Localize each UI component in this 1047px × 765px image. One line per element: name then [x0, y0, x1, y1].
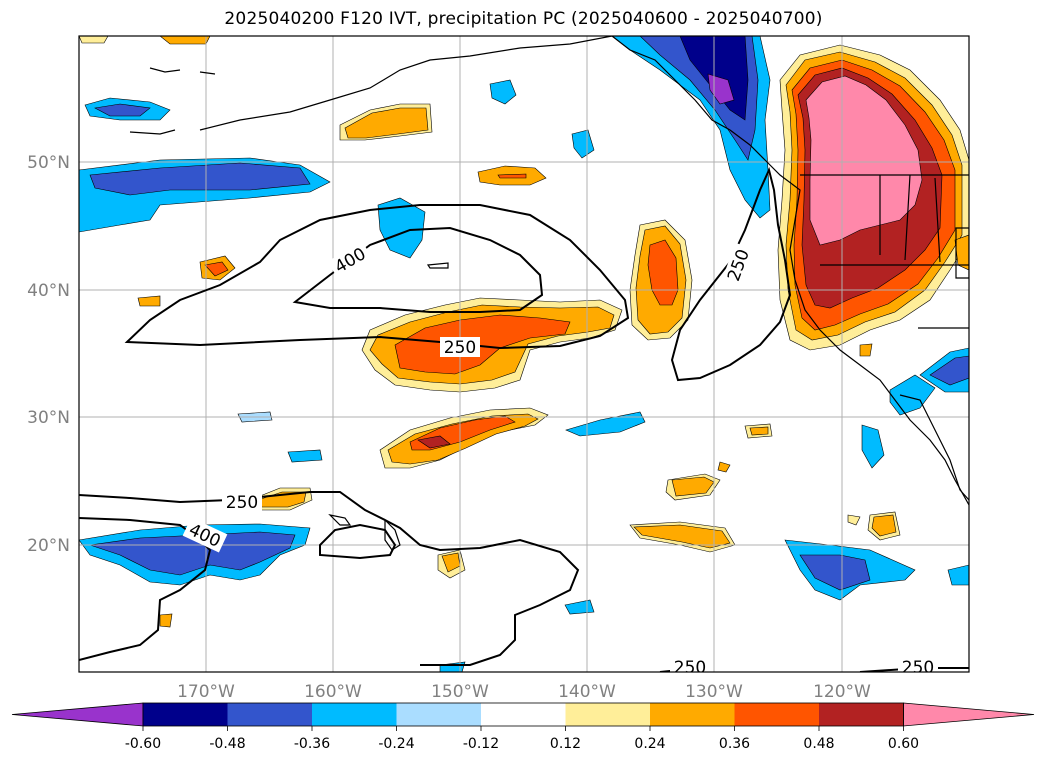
colorbar-tick-label: -0.24: [378, 736, 414, 752]
colorbar-tick-label: 0.12: [550, 736, 581, 752]
colorbar-segment: [734, 703, 820, 726]
map-area: 400 250 250 250 400 250 250: [79, 36, 969, 678]
colorbar-extend-high: [903, 702, 1035, 727]
lon-tick-labels: 170°W 160°W 150°W 140°W 130°W 120°W: [177, 682, 871, 702]
coastlines: [129, 36, 969, 551]
lat-tick-30n: 30°N: [27, 408, 70, 428]
lon-tick-140w: 140°W: [558, 682, 616, 702]
colorbar-segment: [481, 703, 566, 726]
colorbar-segment: [650, 703, 735, 726]
colorbar-segment: [819, 703, 904, 726]
colorbar-outline: [142, 702, 904, 727]
colorbar-extend-low: [11, 702, 144, 727]
colorbar-tick-label: -0.60: [125, 736, 161, 752]
colorbar-tick-label: 0.24: [634, 736, 665, 752]
lat-tick-50n: 50°N: [27, 153, 70, 173]
colorbar-tick-label: 0.60: [888, 736, 919, 752]
colorbar-tick-label: 0.48: [803, 736, 834, 752]
lon-tick-160w: 160°W: [304, 682, 362, 702]
lat-tick-labels: 50°N 40°N 30°N 20°N: [27, 153, 70, 556]
colorbar-segment: [143, 703, 228, 726]
contour-label-250-southwest: 250: [226, 493, 258, 513]
colorbar-tick-label: 0.36: [719, 736, 750, 752]
colorbar-tick-label: -0.36: [294, 736, 330, 752]
map-frame: [78, 35, 970, 673]
contour-label-250-south: 250: [674, 658, 706, 678]
colorbar: -0.60 -0.48 -0.36 -0.24 -0.12 0.12 0.24 0.36 0.4…: [11, 702, 1035, 752]
contour-label-250-southeast: 250: [902, 658, 934, 678]
lon-tick-150w: 150°W: [431, 682, 489, 702]
colorbar-segment: [227, 703, 313, 726]
negative-precip-fills: [79, 36, 969, 672]
map-title: 2025040200 F120 IVT, precipitation PC (2…: [224, 9, 823, 29]
colorbar-segment: [396, 703, 482, 726]
colorbar-segment: [312, 703, 397, 726]
colorbar-tick-label: -0.12: [463, 736, 499, 752]
lon-tick-130w: 130°W: [685, 682, 743, 702]
colorbar-segment: [565, 703, 651, 726]
lon-tick-120w: 120°W: [813, 682, 871, 702]
positive-precip-fills: [79, 36, 969, 628]
lat-tick-40n: 40°N: [27, 281, 70, 301]
colorbar-tick-label: -0.48: [209, 736, 245, 752]
contour-label-250-central: 250: [444, 338, 476, 358]
lon-tick-170w: 170°W: [177, 682, 235, 702]
lat-tick-20n: 20°N: [27, 536, 70, 556]
